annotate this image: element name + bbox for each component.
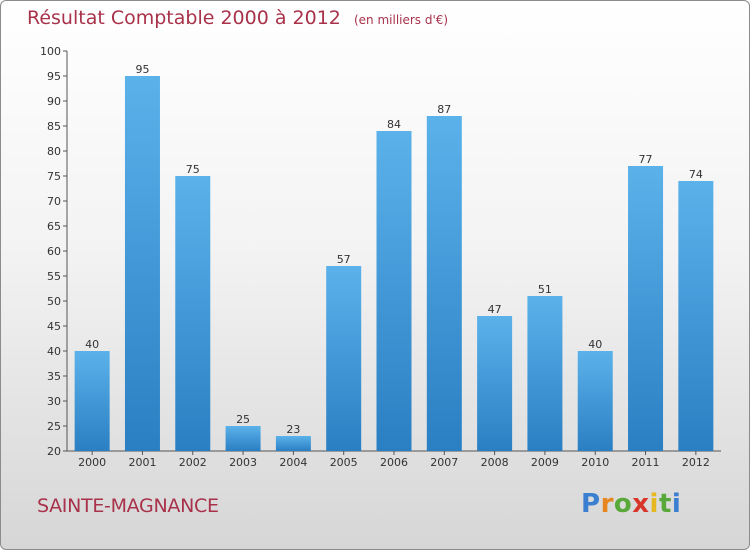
x-tick-label-2001: 2001 — [128, 456, 156, 469]
x-tick-label-2010: 2010 — [581, 456, 609, 469]
x-tick-label-2000: 2000 — [78, 456, 106, 469]
bar-2006 — [376, 131, 412, 451]
bar-2007 — [426, 116, 462, 451]
value-label-2008: 47 — [488, 303, 502, 316]
logo-letter: i — [671, 489, 682, 519]
x-tick-label-2006: 2006 — [380, 456, 408, 469]
value-label-2011: 77 — [639, 153, 653, 166]
logo-letter: o — [613, 489, 633, 519]
logo-letter: x — [632, 489, 650, 519]
bar-2012 — [678, 181, 714, 451]
x-tick-label-2003: 2003 — [229, 456, 257, 469]
logo-letter: i — [649, 489, 659, 519]
value-label-2001: 95 — [135, 63, 149, 76]
bars — [74, 76, 714, 451]
bar-2010 — [577, 351, 613, 451]
logo-letter: P — [581, 489, 601, 519]
proxiti-logo[interactable]: Proxiti — [581, 489, 681, 519]
chart-unit-label: (en milliers d'€) — [353, 13, 449, 27]
y-tick-label: 20 — [47, 445, 61, 458]
y-tick-label: 65 — [47, 220, 61, 233]
logo-letter: t — [658, 489, 672, 519]
y-tick-label: 25 — [47, 420, 61, 433]
y-tick-label: 35 — [47, 370, 61, 383]
bar-2008 — [477, 316, 513, 451]
value-label-2003: 25 — [236, 413, 250, 426]
bar-2002 — [175, 176, 211, 451]
value-labels: 40 95 75 25 23 57 84 87 47 51 40 77 74 — [85, 63, 703, 436]
y-tick-label: 45 — [47, 320, 61, 333]
value-label-2000: 40 — [85, 338, 99, 351]
x-tick-label-2011: 2011 — [632, 456, 660, 469]
y-tick-label: 95 — [47, 70, 61, 83]
x-tick-label-2005: 2005 — [330, 456, 358, 469]
x-tick-label-2007: 2007 — [430, 456, 458, 469]
y-tick-label: 85 — [47, 120, 61, 133]
y-tick-label: 60 — [47, 245, 61, 258]
y-tick-label: 40 — [47, 345, 61, 358]
value-label-2009: 51 — [538, 283, 552, 296]
value-label-2010: 40 — [588, 338, 602, 351]
x-tick-label-2012: 2012 — [682, 456, 710, 469]
y-tick-label: 70 — [47, 195, 61, 208]
y-tick-label: 100 — [40, 45, 61, 58]
bar-2011 — [628, 166, 664, 451]
bar-2003 — [225, 426, 261, 451]
y-tick-label: 90 — [47, 95, 61, 108]
bar-2000 — [74, 351, 110, 451]
bar-2004 — [275, 436, 311, 451]
value-label-2007: 87 — [437, 103, 451, 116]
value-label-2012: 74 — [689, 168, 703, 181]
x-tick-label-2008: 2008 — [481, 456, 509, 469]
logo-letter: r — [600, 489, 614, 519]
value-label-2005: 57 — [337, 253, 351, 266]
title-row: Résultat Comptable 2000 à 2012 (en milli… — [27, 7, 448, 29]
x-tick-label-2004: 2004 — [279, 456, 307, 469]
x-tick-label-2002: 2002 — [179, 456, 207, 469]
chart-title: Résultat Comptable 2000 à 2012 — [27, 7, 341, 29]
y-tick-label: 80 — [47, 145, 61, 158]
y-tick-label: 30 — [47, 395, 61, 408]
value-label-2002: 75 — [186, 163, 200, 176]
commune-name: SAINTE-MAGNANCE — [37, 495, 219, 517]
y-tick-label: 50 — [47, 295, 61, 308]
bar-2001 — [124, 76, 160, 451]
value-label-2004: 23 — [286, 423, 300, 436]
bar-2005 — [326, 266, 362, 451]
x-tick-label-2009: 2009 — [531, 456, 559, 469]
y-tick-label: 75 — [47, 170, 61, 183]
value-label-2006: 84 — [387, 118, 401, 131]
bar-2009 — [527, 296, 563, 451]
y-tick-label: 55 — [47, 270, 61, 283]
